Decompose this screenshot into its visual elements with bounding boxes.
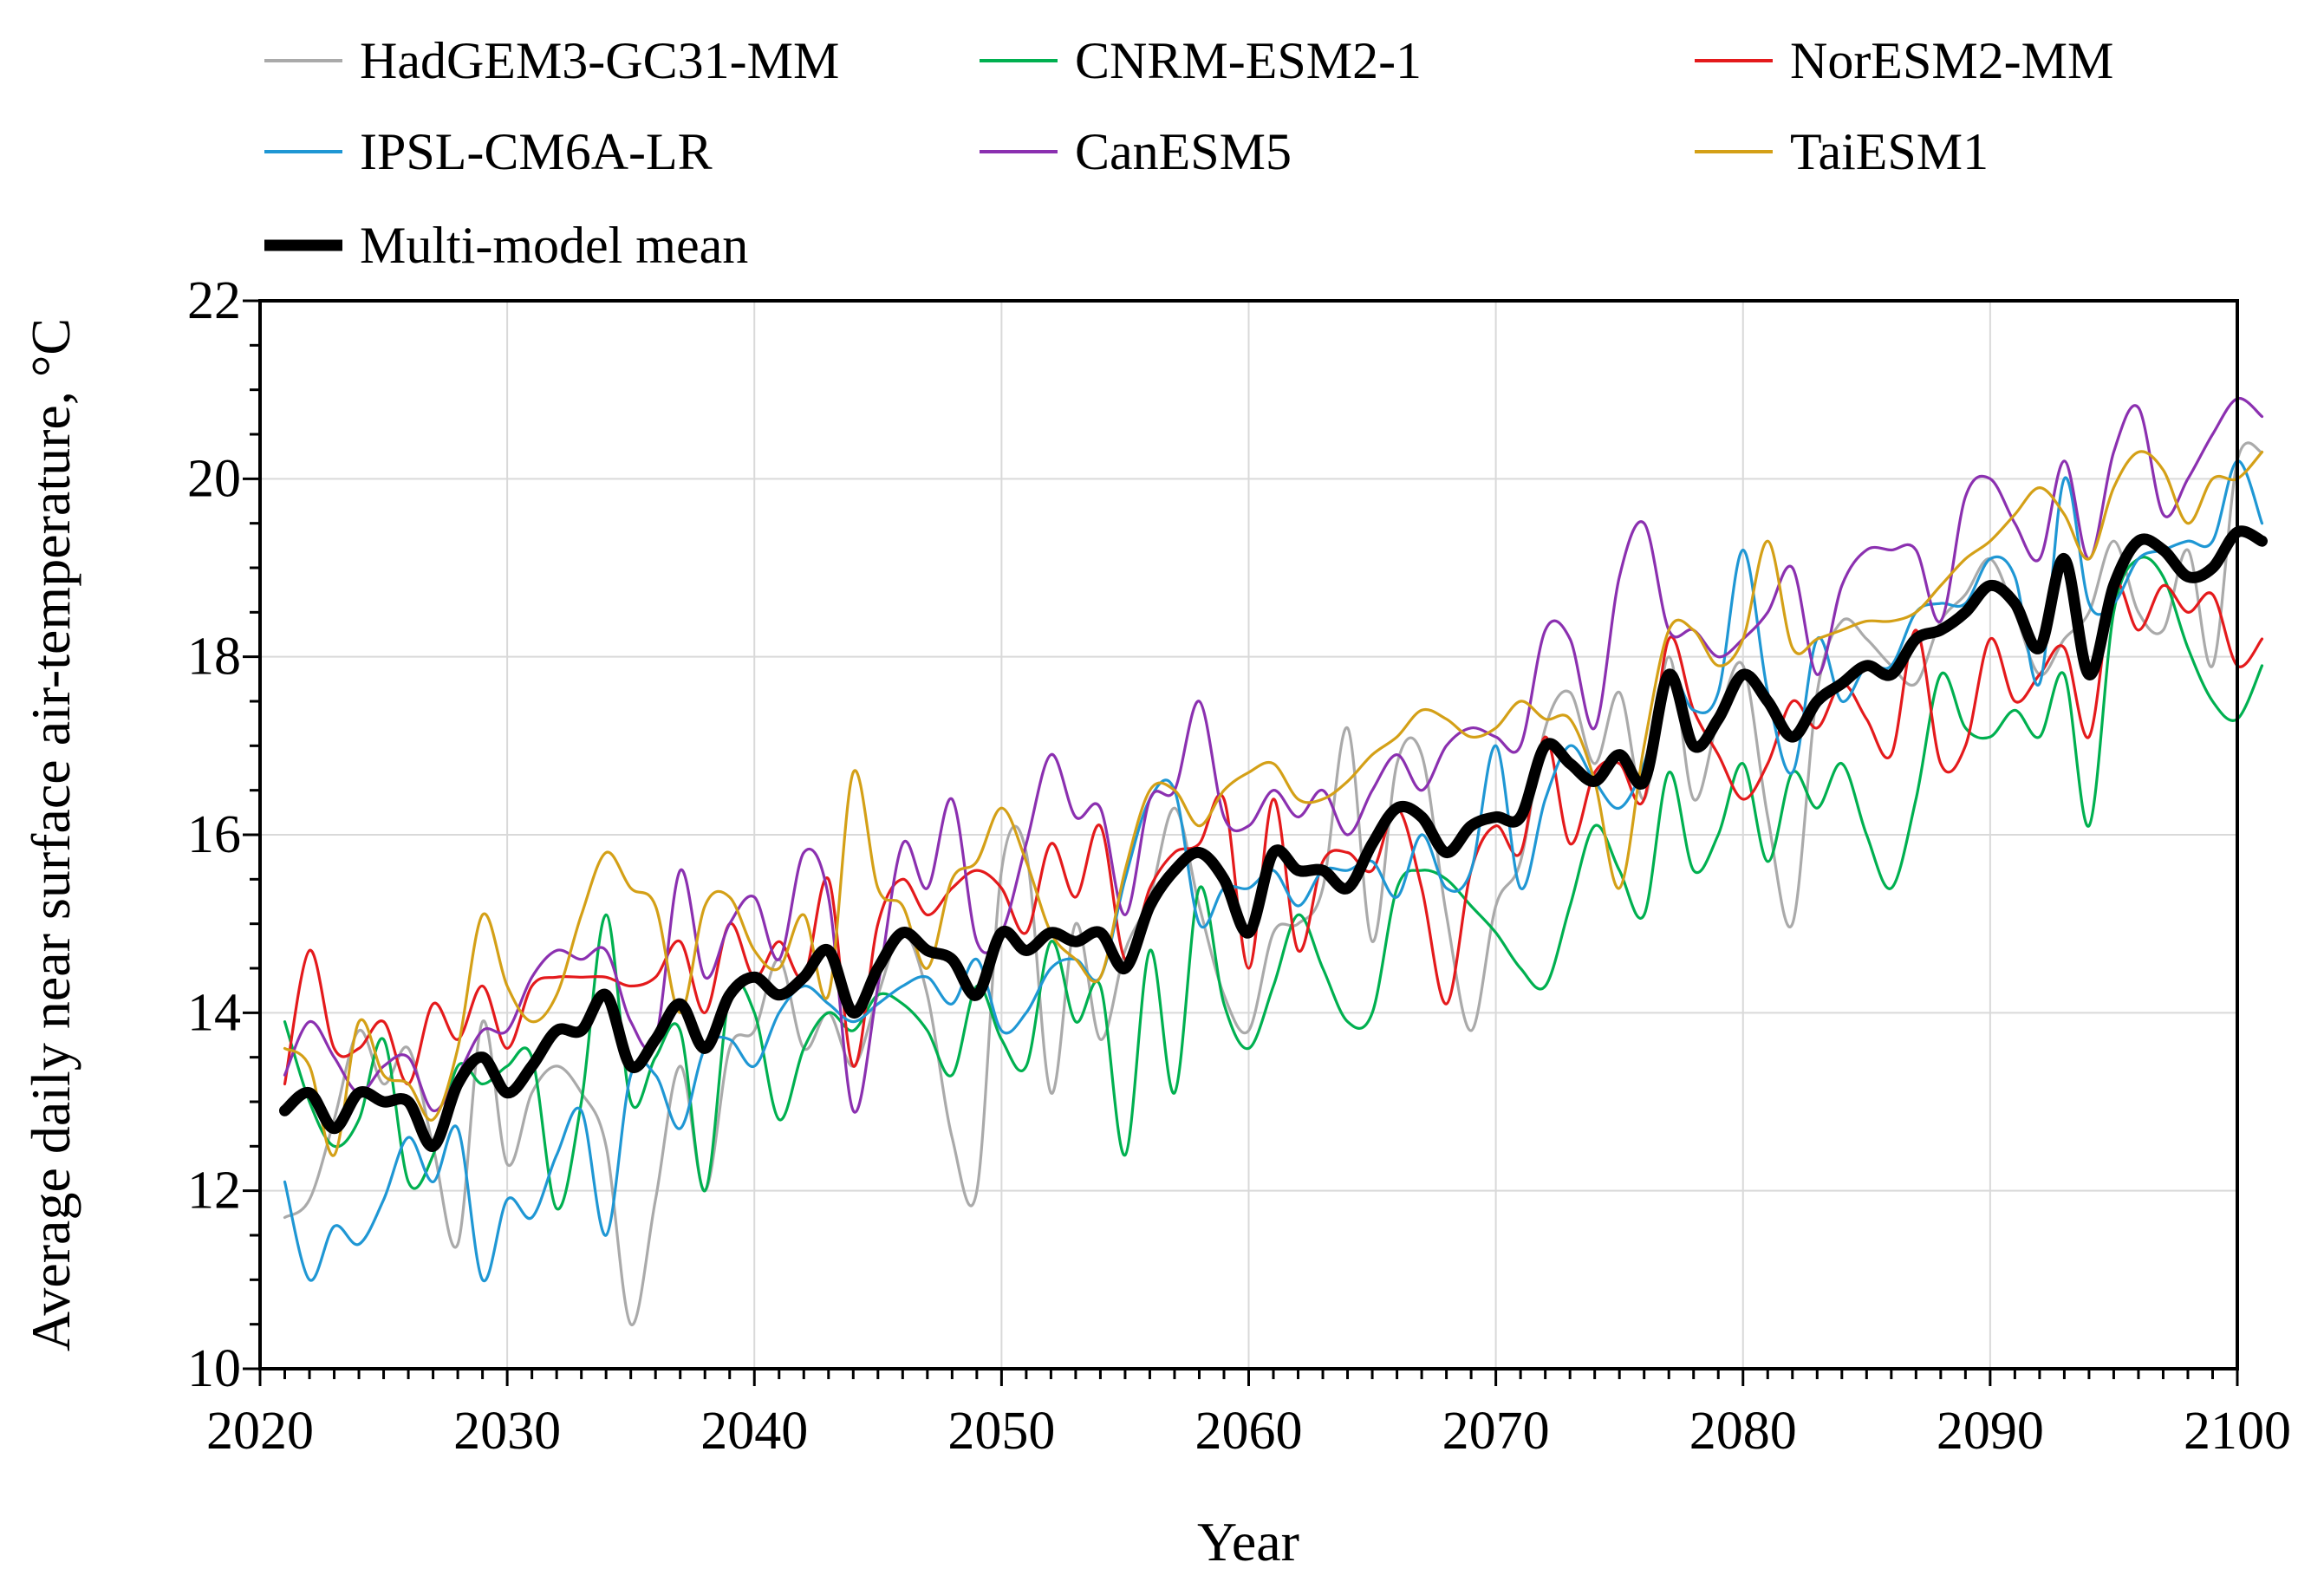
y-tick-labels: 10 12 14 16 18 20 22 (187, 271, 241, 1398)
y-tick-label: 22 (187, 271, 241, 330)
series-lines (279, 397, 2268, 1326)
legend-item-hadgem3[interactable]: HadGEM3-GC31-MM (264, 32, 839, 89)
series-line-noresm2 (283, 581, 2264, 1086)
x-tick-label: 2020 (206, 1402, 314, 1461)
legend-label-noresm2: NorESM2-MM (1790, 32, 2113, 89)
x-tick-labels: 2020 2030 2040 2050 2060 2070 2080 2090 2100 (206, 1402, 2291, 1461)
y-tick-label: 12 (187, 1162, 241, 1221)
legend-item-cnrm[interactable]: CNRM-ESM2-1 (980, 32, 1422, 89)
x-tick-label: 2060 (1195, 1402, 1303, 1461)
x-tick-label: 2070 (1442, 1402, 1550, 1461)
legend-label-canesm5: CanESM5 (1075, 123, 1292, 180)
x-tick-label: 2050 (947, 1402, 1055, 1461)
legend-label-cnrm: CNRM-ESM2-1 (1075, 32, 1422, 89)
series-line-hadgem3 (283, 441, 2264, 1326)
legend-item-noresm2[interactable]: NorESM2-MM (1695, 32, 2113, 89)
plot-frame (258, 299, 2239, 1370)
legend-label-hadgem3: HadGEM3-GC31-MM (360, 32, 839, 89)
y-tick-label: 20 (187, 449, 241, 508)
legend: HadGEM3-GC31-MM CNRM-ESM2-1 NorESM2-MM I… (264, 32, 2113, 274)
x-tick-label: 2100 (2184, 1402, 2291, 1461)
y-tick-label: 10 (187, 1339, 241, 1398)
y-axis-title: Average daily near surface air-temperatu… (20, 318, 81, 1351)
series-line-ipsl (283, 459, 2264, 1283)
legend-item-multi-model-mean[interactable]: Multi-model mean (264, 217, 748, 274)
x-tick-label: 2040 (700, 1402, 808, 1461)
legend-label-taiesm1: TaiESM1 (1790, 123, 1989, 180)
x-tick-label: 2080 (1689, 1402, 1797, 1461)
y-tick-label: 16 (187, 805, 241, 864)
legend-item-ipsl[interactable]: IPSL-CM6A-LR (264, 123, 713, 180)
legend-item-taiesm1[interactable]: TaiESM1 (1695, 123, 1989, 180)
legend-label-ipsl: IPSL-CM6A-LR (360, 123, 713, 180)
legend-item-canesm5[interactable]: CanESM5 (980, 123, 1292, 180)
y-tick-label: 18 (187, 628, 241, 687)
series-line-cnrm (283, 556, 2264, 1211)
x-axis-title: Year (1197, 1511, 1299, 1572)
x-tick-label: 2090 (1937, 1402, 2044, 1461)
x-tick-label: 2030 (453, 1402, 561, 1461)
series-line-taiesm1 (283, 450, 2264, 1157)
y-tick-label: 14 (187, 983, 241, 1042)
series-line-multi-model-mean (279, 525, 2268, 1152)
legend-label-multi-model-mean: Multi-model mean (360, 217, 748, 274)
